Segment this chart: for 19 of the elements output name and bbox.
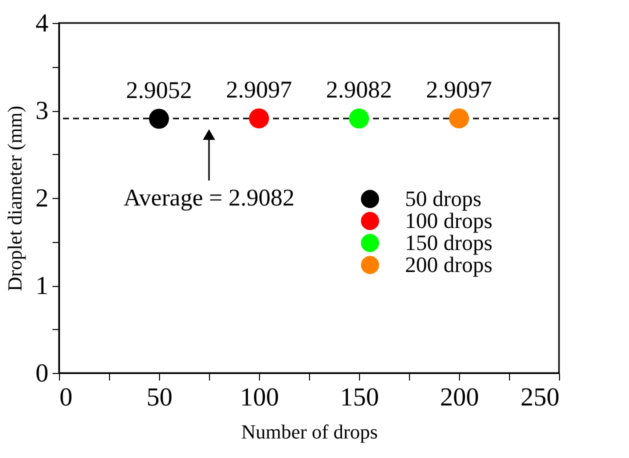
annotation: Average = 2.9082 — [123, 186, 295, 212]
x-axis-title: Number of drops — [241, 422, 378, 444]
data-label: 2.9097 — [226, 77, 292, 104]
y-tick-label: 4 — [36, 8, 48, 38]
y-tick-label: 0 — [36, 358, 48, 388]
y-tick-label: 3 — [36, 96, 48, 125]
y-tick-label: 1 — [36, 271, 48, 300]
x-tick-label: 0 — [60, 382, 72, 412]
x-tick-label: 250 — [520, 382, 560, 412]
y-tick-label: 2 — [36, 184, 48, 212]
x-tick-label: 150 — [340, 382, 379, 412]
y-axis-title: Droplet diameter (mm) — [4, 106, 26, 292]
data-label: 2.9097 — [426, 77, 492, 104]
legend-label: 50 drops — [405, 186, 482, 211]
data-label: 2.9082 — [326, 78, 392, 104]
x-tick-label: 200 — [440, 382, 479, 412]
x-tick-label: 100 — [240, 382, 279, 412]
data-label: 2.9052 — [126, 78, 192, 104]
x-tick-label: 50 — [146, 382, 172, 412]
